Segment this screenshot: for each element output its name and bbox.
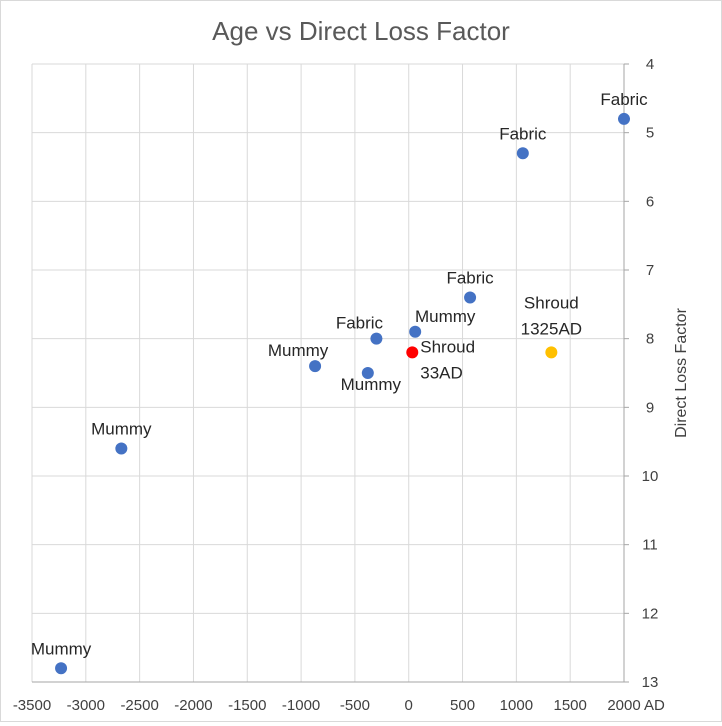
data-labels: Fabric Fabric Fabric Fabric Mummy Mummy Mummy M…	[31, 90, 648, 658]
y-tick-label: 12	[642, 605, 659, 622]
y-tick-label: 10	[642, 468, 659, 485]
data-label: Shroud	[420, 337, 475, 356]
data-label: Mummy	[31, 639, 92, 658]
x-tick-label: 2000	[607, 697, 640, 714]
data-label: Mummy	[91, 420, 152, 439]
data-label: Fabric	[446, 268, 494, 287]
x-tick-label: 0	[405, 697, 413, 714]
x-tick-label: -3500	[13, 697, 51, 714]
x-tick-label: 500	[450, 697, 475, 714]
data-label: Mummy	[268, 341, 329, 360]
data-point	[545, 346, 558, 359]
data-label: 1325AD	[521, 319, 582, 338]
x-tick-label: -1500	[228, 697, 266, 714]
gridlines	[31, 63, 625, 683]
x-tick-label: 1500	[553, 697, 586, 714]
x-tick-label: -2000	[174, 697, 212, 714]
x-tick-label: -3000	[67, 697, 105, 714]
data-point	[309, 360, 322, 373]
y-tick-label: 7	[646, 262, 654, 279]
axes: -3500 -3000 -2500 -2000 -1500 -1000 -500 0 500 10…	[13, 56, 665, 714]
data-point	[361, 367, 374, 379]
y-tick-label: 4	[646, 56, 654, 73]
data-point	[516, 147, 529, 160]
data-label: Fabric	[499, 124, 547, 143]
data-label: Mummy	[415, 307, 476, 326]
y-tick-label: 13	[642, 674, 659, 691]
y-axis-title: Direct Loss Factor	[673, 307, 690, 437]
x-tick-label: -500	[340, 697, 370, 714]
x-axis-title: AD	[644, 697, 665, 714]
chart-title: Age vs Direct Loss Factor	[212, 16, 510, 46]
x-tick-label: -2500	[120, 697, 158, 714]
data-point	[406, 346, 419, 359]
data-label: Shroud	[524, 293, 579, 312]
data-point	[115, 442, 128, 455]
data-points	[55, 112, 630, 675]
y-tick-label: 8	[646, 331, 654, 348]
data-point	[55, 662, 68, 675]
y-tick-label: 5	[646, 125, 654, 142]
data-point	[409, 325, 422, 338]
data-label: Fabric	[336, 314, 384, 333]
data-point	[618, 112, 630, 125]
data-point	[464, 291, 477, 304]
data-label: 33AD	[420, 363, 463, 382]
y-tick-label: 11	[642, 537, 658, 554]
y-tick-label: 6	[646, 193, 654, 210]
x-tick-label: -1000	[282, 697, 320, 714]
y-tick-label: 9	[646, 399, 654, 416]
data-label: Mummy	[341, 375, 402, 394]
data-point	[370, 332, 383, 345]
data-label: Fabric	[600, 90, 648, 109]
x-tick-label: 1000	[500, 697, 533, 714]
